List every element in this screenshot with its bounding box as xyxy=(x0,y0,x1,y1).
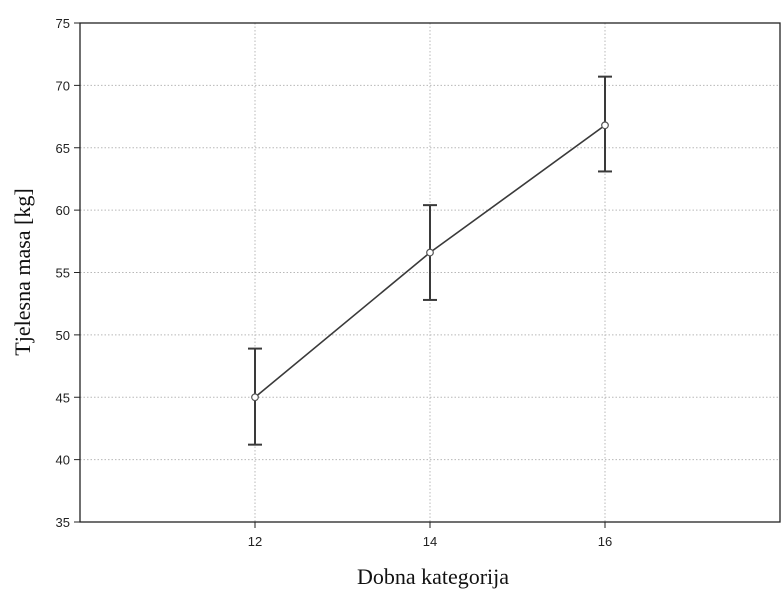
y-tick-label: 75 xyxy=(56,16,70,31)
y-tick-label: 40 xyxy=(56,453,70,468)
y-axis-title: Tjelesna masa [kg] xyxy=(10,188,35,355)
data-point xyxy=(601,121,609,130)
x-axis-title: Dobna kategorija xyxy=(357,564,509,589)
plot-frame xyxy=(79,22,781,523)
data-point xyxy=(426,248,434,257)
y-tick-label: 65 xyxy=(56,141,70,156)
y-tick-label: 35 xyxy=(56,515,70,530)
y-tick-label: 55 xyxy=(56,266,70,281)
y-tick-label: 70 xyxy=(56,78,70,93)
y-tick-label: 45 xyxy=(56,390,70,405)
y-tick-label: 60 xyxy=(56,203,70,218)
x-tick-label: 16 xyxy=(598,534,612,549)
x-tick-label: 12 xyxy=(248,534,262,549)
data-point xyxy=(251,393,259,402)
series xyxy=(248,75,612,446)
x-tick-label: 14 xyxy=(423,534,437,549)
y-tick-label: 50 xyxy=(56,328,70,343)
y-axis-ticks: 35 40 45 50 55 60 65 70 75 xyxy=(56,16,80,530)
x-axis-ticks: 12 14 16 xyxy=(248,522,612,549)
